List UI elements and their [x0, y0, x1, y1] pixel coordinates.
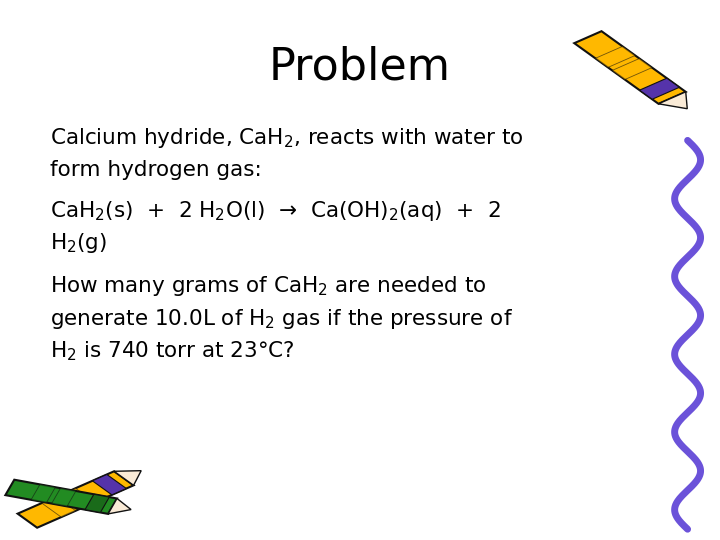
- Polygon shape: [85, 494, 109, 512]
- Text: H$_2$ is 740 torr at 23°C?: H$_2$ is 740 torr at 23°C?: [50, 339, 295, 363]
- Polygon shape: [595, 46, 635, 68]
- Text: generate 10.0L of H$_2$ gas if the pressure of: generate 10.0L of H$_2$ gas if the press…: [50, 307, 513, 330]
- Polygon shape: [17, 471, 134, 528]
- Polygon shape: [612, 58, 652, 79]
- Text: CaH$_2$(s)  +  2 H$_2$O(l)  →  Ca(OH)$_2$(aq)  +  2: CaH$_2$(s) + 2 H$_2$O(l) → Ca(OH)$_2$(aq…: [50, 199, 502, 222]
- Polygon shape: [52, 488, 76, 507]
- Polygon shape: [61, 488, 95, 509]
- Polygon shape: [92, 475, 126, 495]
- Polygon shape: [114, 471, 141, 485]
- Text: How many grams of CaH$_2$ are needed to: How many grams of CaH$_2$ are needed to: [50, 274, 487, 298]
- Text: Calcium hydride, CaH$_2$, reacts with water to: Calcium hydride, CaH$_2$, reacts with wa…: [50, 126, 524, 150]
- Text: form hydrogen gas:: form hydrogen gas:: [50, 160, 262, 180]
- Polygon shape: [5, 480, 117, 514]
- Text: Problem: Problem: [269, 46, 451, 89]
- Polygon shape: [575, 31, 685, 104]
- Polygon shape: [659, 92, 688, 109]
- Polygon shape: [108, 498, 131, 514]
- Polygon shape: [31, 484, 55, 503]
- Polygon shape: [639, 78, 680, 99]
- Text: H$_2$(g): H$_2$(g): [50, 231, 107, 255]
- Polygon shape: [42, 497, 76, 517]
